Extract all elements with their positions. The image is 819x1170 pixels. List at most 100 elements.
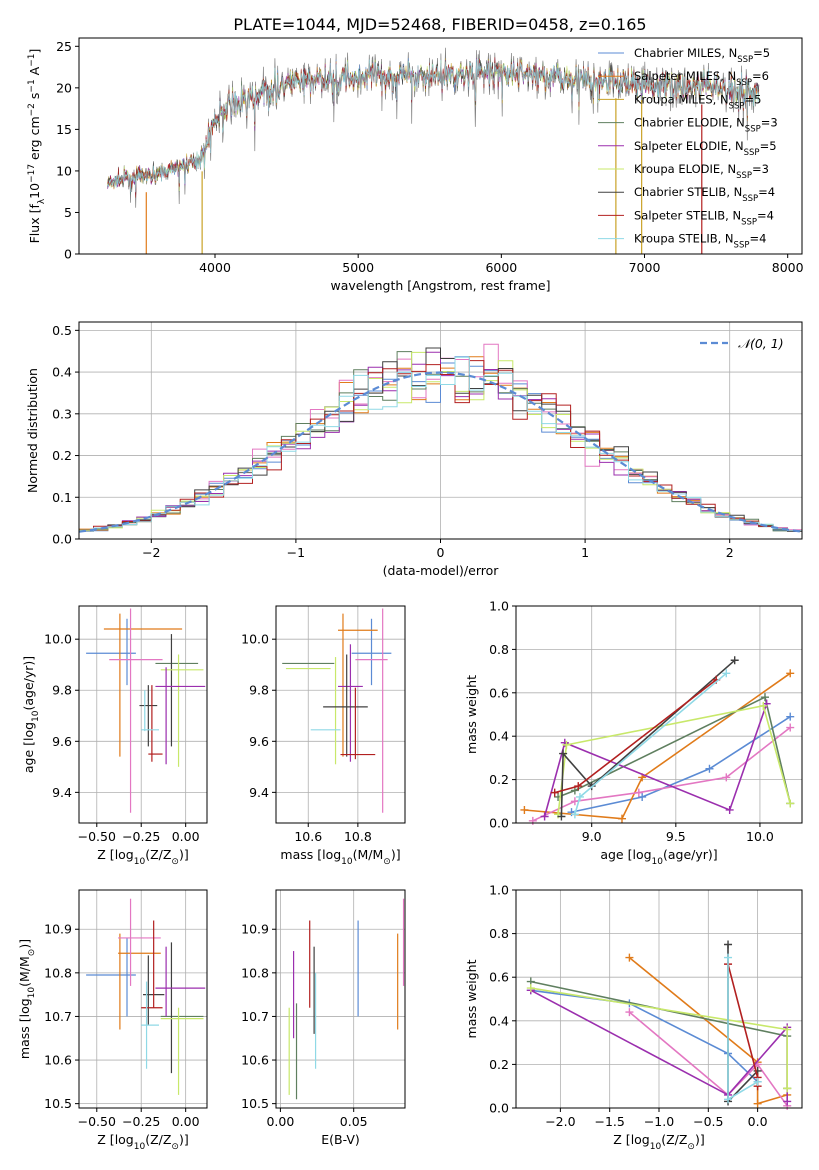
y-tick-label: 5 (64, 205, 72, 220)
legend-subscript: SSP (737, 55, 753, 65)
y-tick-label: 0.1 (52, 490, 72, 505)
x-tick-label: −2 (142, 545, 160, 560)
y-tick-label: 0.0 (489, 816, 509, 831)
x-axis-label: mass [log10(M/M⊙)] (280, 847, 400, 867)
legend-label: Kroupa MILES, NSSP=5 (634, 92, 761, 111)
legend-subscript: SSP (745, 125, 761, 135)
legend-suffix: =5 (753, 46, 770, 60)
mass-weight-marker (722, 773, 731, 782)
x-axis-label: age [log10(age/yr)] (600, 847, 717, 867)
y-tick-label: 0.8 (489, 926, 509, 941)
axes-frame (515, 605, 803, 824)
label-part: (data-model)/error (383, 563, 500, 578)
y-tick-label: 0.2 (52, 448, 72, 463)
label-part: (Z/Z (145, 847, 171, 862)
plot-area (107, 47, 760, 254)
label-part: s (27, 93, 42, 104)
x-axis-label: Z [log10(Z/Z⊙)] (97, 847, 188, 867)
mass-weight-marker (783, 1025, 792, 1034)
legend-subscript: SSP (744, 148, 760, 158)
mass-weight-marker (705, 764, 714, 773)
mass-weight-line (557, 695, 791, 804)
axes-frame (515, 889, 803, 1109)
mass-weight-marker (783, 1097, 792, 1106)
label-part: mass weight (464, 675, 479, 754)
legend-text: Salpeter MILES, N (634, 69, 736, 83)
figure-title: PLATE=1044, MJD=52468, FIBERID=0458, z=0… (233, 15, 646, 34)
histogram-legend: 𝒩(0, 1) (700, 336, 784, 351)
x-axis-label: (data-model)/error (383, 563, 500, 578)
x-tick-label: −1.0 (644, 1114, 674, 1129)
x-axis-label: E(B-V) (321, 1132, 360, 1147)
legend-suffix: =5 (760, 139, 777, 153)
normal-curve (78, 371, 803, 533)
legend-label: Salpeter STELIB, NSSP=4 (634, 208, 774, 227)
mass-vs-ebv-panel: 0.00 0.05 10.5 10.6 10.7 10.8 10.9 E(B-V) (241, 889, 406, 1147)
y-axis-label: mass weight (464, 675, 479, 754)
label-part: E(B-V) (321, 1132, 360, 1147)
legend-suffix: =3 (752, 162, 769, 176)
x-tick-label: 10.6 (294, 829, 322, 844)
label-part: (age/yr)] (21, 656, 36, 711)
legend-label: 𝒩(0, 1) (738, 336, 784, 351)
y-tick-label: 10.9 (44, 922, 72, 937)
x-tick-label: −1.5 (595, 1114, 625, 1129)
label-subscript: 10 (134, 1142, 146, 1152)
residual-histogram-panel: −2 −1 0 1 2 0.0 0.1 0.2 0.3 0.4 0.5 (data-model)/er… (25, 321, 803, 578)
x-tick-label: 0 (437, 545, 445, 560)
mass-weight-line (571, 716, 791, 813)
x-tick-label: 9.5 (666, 829, 686, 844)
legend-suffix: =6 (752, 69, 769, 83)
mass-weight-marker (557, 812, 566, 821)
axes-frame (275, 605, 406, 824)
mass-weight-marker (526, 984, 535, 993)
y-tick-label: 10.5 (241, 1096, 269, 1111)
y-tick-label: 9.8 (249, 683, 269, 698)
label-subscript: 10 (341, 857, 353, 867)
y-tick-label: 1.0 (489, 599, 509, 614)
x-tick-label: 0.05 (340, 1114, 368, 1129)
label-part: )] (179, 1132, 189, 1147)
legend-suffix: =4 (749, 232, 766, 246)
y-axis-label: mass [log10(M/M⊙)] (17, 939, 37, 1059)
mass-weight-marker (617, 814, 626, 823)
x-tick-label: 7000 (629, 260, 661, 275)
label-part: log (115, 847, 134, 862)
plot-area (288, 898, 405, 1100)
label-part: log (631, 1132, 650, 1147)
y-tick-label: 0.4 (52, 365, 72, 380)
y-tick-label: 10.0 (241, 632, 269, 647)
label-part: A (27, 66, 42, 79)
label-part: (M/M (353, 847, 384, 862)
label-part: (Z/Z (661, 1132, 687, 1147)
label-part: mass [ (17, 1017, 32, 1059)
mass-weight-vs-age-panel: 9.0 9.5 10.0 0.0 0.2 0.4 0.6 0.8 1.0 age [log10(a… (464, 599, 803, 867)
y-axis-label: age [log10(age/yr)] (21, 656, 41, 773)
x-axis-label: wavelength [Angstrom, rest frame] (330, 278, 550, 293)
x-tick-label: −0.25 (122, 1114, 160, 1129)
y-axis-label: mass weight (464, 959, 479, 1038)
label-part: (Z/Z (145, 1132, 171, 1147)
y-tick-label: 0.0 (52, 532, 72, 547)
y-tick-label: 0.3 (52, 406, 72, 421)
mass-weight-marker (783, 1084, 792, 1093)
label-part: Normed distribution (25, 368, 40, 493)
y-tick-label: 10.6 (241, 1053, 269, 1068)
legend-label: Kroupa STELIB, NSSP=4 (634, 232, 766, 251)
plot-area (520, 656, 795, 825)
label-part: log (632, 847, 651, 862)
y-axis-label: Normed distribution (25, 368, 40, 493)
histogram-step (79, 360, 802, 532)
y-tick-label: 0.0 (489, 1101, 509, 1116)
y-tick-label: 10.8 (44, 965, 72, 980)
histogram-step (79, 356, 802, 532)
mass-weight-marker (625, 953, 634, 962)
y-tick-label: 10.9 (241, 922, 269, 937)
model-spectrum-line (107, 58, 760, 193)
x-tick-label: 0.00 (266, 1114, 294, 1129)
label-part: ⊙ (171, 1142, 179, 1152)
x-tick-label: 0.0 (748, 1114, 768, 1129)
x-tick-label: 1 (581, 545, 589, 560)
y-tick-label: 10.7 (44, 1009, 72, 1024)
